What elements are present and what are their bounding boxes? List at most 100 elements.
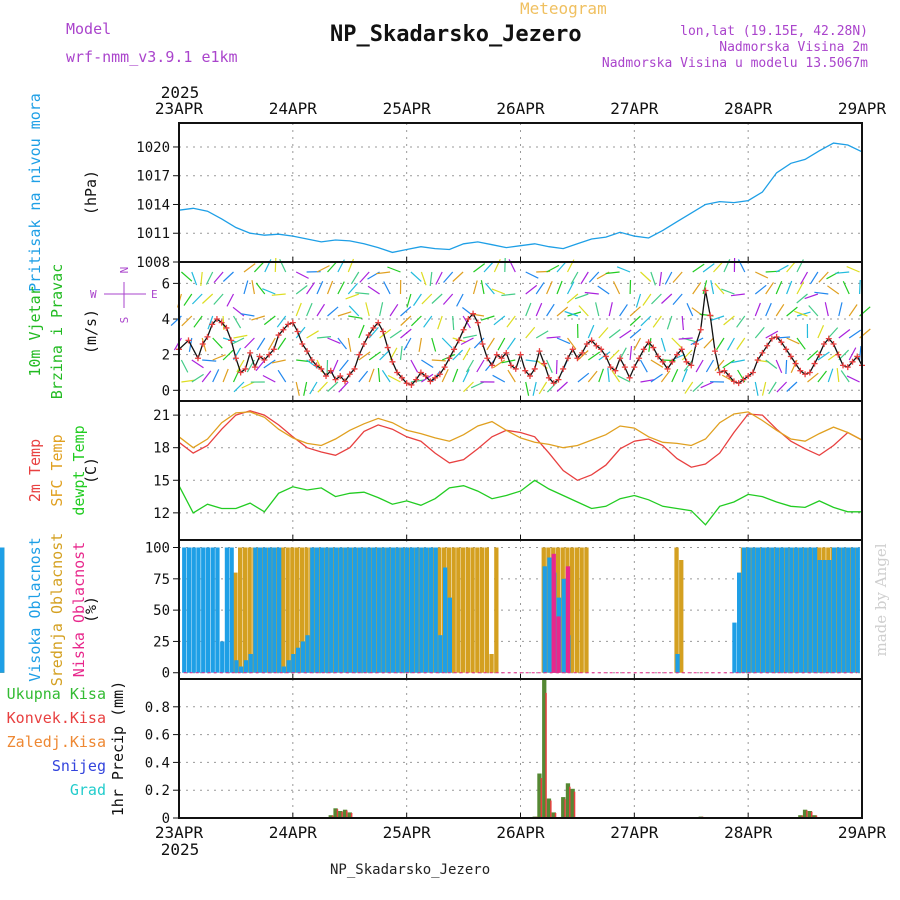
wind-vector xyxy=(399,346,403,361)
wind-vector xyxy=(846,375,860,383)
wind-speed-point xyxy=(574,355,581,362)
precip-bar xyxy=(807,811,812,818)
wind-vector xyxy=(295,271,309,279)
cloud-bar-mid xyxy=(233,572,238,673)
cloud-bar-high xyxy=(784,547,789,673)
cloud-bar-mid xyxy=(299,547,304,673)
wind-vector xyxy=(567,311,582,317)
wind-vector xyxy=(765,359,778,369)
wind-vector xyxy=(431,337,437,352)
cloud-bar-high xyxy=(732,622,737,673)
wind-vector xyxy=(240,313,255,317)
cloud-bar-mid xyxy=(290,547,295,673)
wind-vector xyxy=(486,337,495,351)
wind-vector xyxy=(472,280,478,295)
cloud-bar-high xyxy=(248,654,253,673)
wind-speed-point xyxy=(636,355,643,362)
cloud-bar-high xyxy=(419,547,424,673)
cloud-bar-high xyxy=(803,547,808,673)
wind-vector xyxy=(212,369,220,383)
wind-speed-point xyxy=(588,337,595,344)
wind-vector xyxy=(525,284,538,295)
wind-speed-point xyxy=(711,348,718,355)
wind-vector xyxy=(379,328,392,339)
wind-vector xyxy=(232,315,242,329)
wind-vector xyxy=(337,337,347,350)
wind-speed-point xyxy=(417,369,424,376)
wind-speed-point xyxy=(413,376,420,383)
wind-speed-point xyxy=(223,324,230,331)
wind-vector xyxy=(205,271,214,285)
wind-vector xyxy=(236,359,245,373)
wind-vector xyxy=(441,337,453,349)
wind-vector xyxy=(460,337,474,346)
wind-speed-point xyxy=(564,355,571,362)
y-series-label: 2m Temp xyxy=(26,439,44,502)
y-tick-label: 1008 xyxy=(136,255,170,271)
cloud-bar-mid xyxy=(285,547,290,673)
wind-vector xyxy=(431,293,443,304)
cloud-bar-high xyxy=(405,547,410,673)
cloud-bar-high xyxy=(215,547,220,673)
cloud-bar-high xyxy=(343,547,348,673)
wind-vector xyxy=(588,271,600,283)
compass-n: N xyxy=(118,267,131,274)
wind-vector xyxy=(183,293,193,306)
wind-vector xyxy=(695,359,704,373)
y-series-label: Brzina i Pravac xyxy=(48,264,66,399)
wind-speed-point xyxy=(199,340,206,347)
precip-bar-convective xyxy=(550,800,552,818)
cloud-bar-mid xyxy=(479,547,485,673)
precip-bar-convective xyxy=(336,809,339,818)
wind-vector xyxy=(277,337,287,350)
wind-speed-point xyxy=(526,373,533,380)
wind-vector xyxy=(383,281,391,295)
wind-vector xyxy=(410,271,422,282)
wind-vector xyxy=(755,271,769,279)
cloud-bar-high xyxy=(352,547,358,673)
wind-vector xyxy=(838,302,843,317)
wind-vector xyxy=(700,381,714,389)
wind-vector xyxy=(470,381,485,389)
wind-speed-point xyxy=(232,355,239,362)
wind-vector xyxy=(435,271,443,285)
wind-vector xyxy=(365,302,370,317)
wind-vector xyxy=(692,263,705,273)
wind-speed-point xyxy=(313,362,320,369)
wind-vector xyxy=(651,293,662,305)
wind-speed-point xyxy=(455,337,462,344)
wind-vector xyxy=(201,370,212,383)
precip-bar-convective xyxy=(815,815,818,818)
wind-vector xyxy=(611,370,621,383)
wind-speed-point xyxy=(683,358,690,365)
wind-vector xyxy=(400,328,412,339)
x-tick-label-top: 28APR xyxy=(724,99,773,118)
wind-vector xyxy=(255,282,266,295)
wind-vector xyxy=(456,293,464,307)
y-tick-label: 50 xyxy=(153,603,170,619)
wind-speed-point xyxy=(707,312,714,319)
cloud-bar-mid xyxy=(460,547,466,673)
precip-legend-label: Ukupna Kisa xyxy=(7,685,106,703)
wind-speed-point xyxy=(432,374,439,381)
wind-vector xyxy=(827,327,839,339)
wind-vector xyxy=(775,303,785,317)
wind-vector xyxy=(564,310,579,317)
wind-vector xyxy=(722,359,735,369)
precip-bar-convective xyxy=(801,815,803,818)
cloud-bar-high xyxy=(348,547,353,673)
y-unit-label: (m/s) xyxy=(82,309,100,354)
precip-bar xyxy=(328,815,333,818)
wind-speed-point xyxy=(508,362,515,369)
wind-vector xyxy=(703,337,714,349)
y-tick-label: 6 xyxy=(162,276,170,292)
wind-speed-point xyxy=(716,369,723,376)
wind-vector xyxy=(671,369,679,383)
lonlat-label: lon,lat (19.15E, 42.28N) xyxy=(680,24,868,39)
wind-vector xyxy=(629,328,642,339)
wind-vector xyxy=(181,315,193,327)
precip-bar xyxy=(565,783,571,819)
wind-vector xyxy=(232,369,241,383)
cloud-bar-high xyxy=(409,547,415,673)
